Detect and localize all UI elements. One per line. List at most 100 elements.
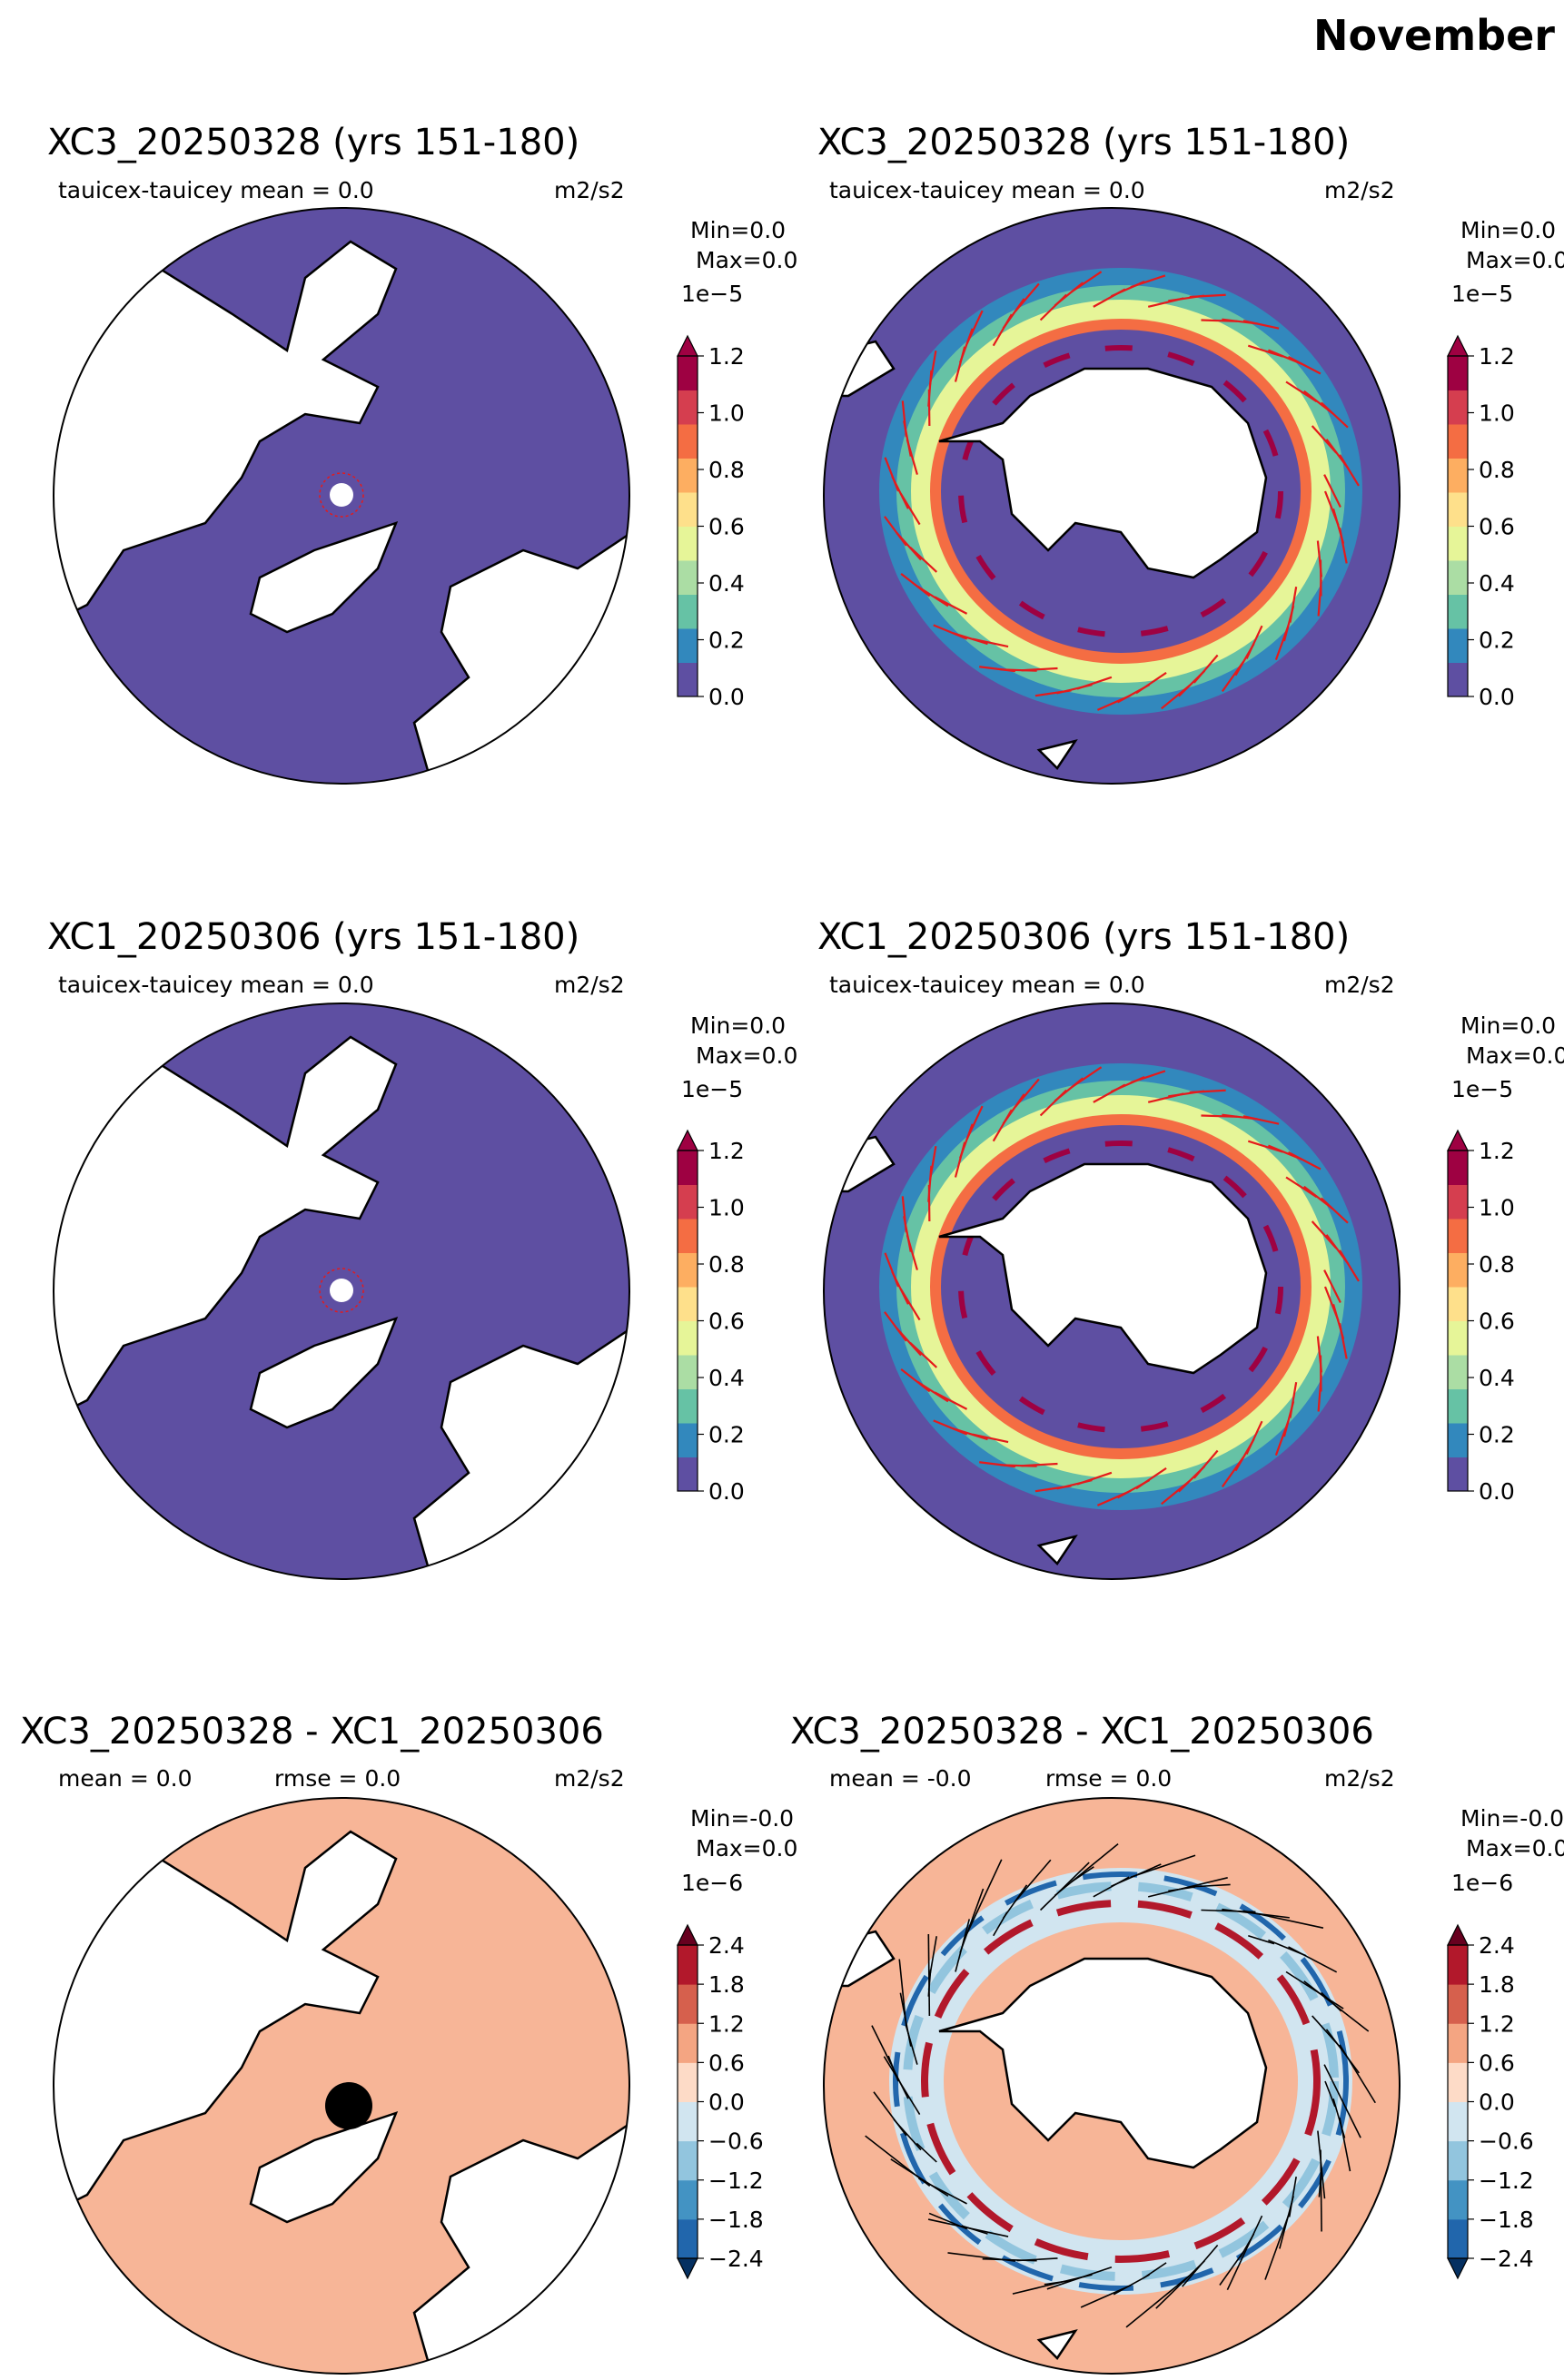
- colorbar-segment: [678, 1388, 698, 1424]
- panel-1: XC3_20250328 (yrs 151-180) tauicex-tauice…: [47, 122, 797, 785]
- panel-title: XC1_20250306 (yrs 151-180): [47, 916, 579, 958]
- colorbar-tick-label: 0.6: [1479, 1309, 1515, 1335]
- stress-vector: [1226, 2215, 1263, 2291]
- stress-vector: [1071, 1866, 1094, 1883]
- colorbar-segment: [1448, 1355, 1468, 1389]
- stress-vector: [1323, 474, 1341, 508]
- colorbar-tick-label: 2.4: [1479, 1932, 1515, 1959]
- colorbar-scale: 1e−5: [681, 281, 743, 307]
- colorbar-segment: [678, 1287, 698, 1321]
- stress-vector: [900, 1368, 931, 1393]
- stress-vector: [1242, 320, 1280, 330]
- map-area: [54, 1798, 629, 2374]
- colorbar-segment: [678, 2023, 698, 2063]
- stress-vector: [928, 1936, 937, 1977]
- stress-vector: [1339, 454, 1360, 487]
- stress-vector: [1318, 2169, 1322, 2197]
- diff-band: [921, 1900, 1321, 2263]
- colorbar-extend-min: [677, 2257, 698, 2280]
- colorbar-tick-label: −0.6: [708, 2128, 764, 2155]
- colorbar-tick-label: 0.4: [1479, 1365, 1515, 1391]
- stress-vector: [927, 1933, 931, 2016]
- panel-subtitle: tauicex-tauicey mean = 0.0: [58, 177, 374, 203]
- colorbar-tick-label: 1.2: [1479, 1138, 1515, 1164]
- stress-vector: [1323, 1269, 1341, 1303]
- stress-vector: [1323, 2064, 1361, 2138]
- colorbar-segment: [678, 628, 698, 663]
- stress-vector: [1320, 1197, 1349, 1224]
- stress-vector: [1034, 689, 1072, 697]
- stress-vector: [1274, 625, 1290, 661]
- pole-hole: [330, 1279, 353, 1302]
- stress-vector: [965, 1105, 984, 1140]
- stress-vector: [884, 457, 900, 492]
- stress-vector: [1130, 274, 1166, 289]
- colorbar-tick-label: 1.0: [708, 1195, 745, 1221]
- antarctica-land: [938, 1957, 1268, 2169]
- max-label: Max=0.0: [696, 247, 797, 273]
- north-america-land: [54, 240, 398, 626]
- panel-subtitle: tauicex-tauicey mean = 0.0: [58, 972, 374, 998]
- map-area: [824, 1798, 1400, 2374]
- colorbar-segment: [678, 356, 698, 390]
- stress-vector: [1338, 527, 1348, 564]
- north-america-land: [54, 1035, 398, 1421]
- map-boundary: [53, 1002, 630, 1580]
- colorbar-segment: [1448, 1388, 1468, 1424]
- colorbar-segment: [1448, 390, 1468, 425]
- colorbar-segment: [678, 1984, 698, 2024]
- colorbar-tick-label: 1.2: [1479, 2010, 1515, 2037]
- stress-vector: [1130, 1854, 1196, 1878]
- colorbar-extend-max: [677, 1129, 698, 1151]
- stress-vector: [961, 2225, 988, 2235]
- stress-vector: [916, 2142, 937, 2163]
- colorbar-segment: [1448, 526, 1468, 561]
- min-label: Min=0.0: [690, 1012, 786, 1039]
- colorbar-tick-label: 0.4: [1479, 570, 1515, 597]
- map-boundary: [823, 1797, 1401, 2375]
- colorbar-extend-max: [1447, 334, 1469, 357]
- colorbar-segment: [1448, 1252, 1468, 1288]
- colorbar-segment: [1448, 1457, 1468, 1492]
- colorbar-segment: [1448, 1219, 1468, 1253]
- min-label: Min=0.0: [1460, 1012, 1556, 1039]
- colorbar-segment: [1448, 458, 1468, 493]
- panel-title: XC3_20250328 (yrs 151-180): [47, 122, 579, 163]
- stress-vector: [1161, 1480, 1191, 1506]
- stress-vector: [1274, 1420, 1290, 1457]
- panel-units: m2/s2: [554, 1765, 625, 1792]
- stress-vector: [1002, 1884, 1028, 1920]
- colorbar-segment: [678, 1150, 698, 1185]
- stress-vector: [1161, 685, 1191, 710]
- stress-vector: [884, 516, 907, 547]
- colorbar-segment: [678, 2140, 698, 2181]
- colorbar-segment: [1448, 560, 1468, 595]
- colorbar-segment: [678, 2179, 698, 2220]
- panel-units: m2/s2: [554, 972, 625, 998]
- colorbar-segment: [678, 560, 698, 595]
- colorbar-segment: [678, 458, 698, 493]
- stress-vector: [901, 400, 907, 438]
- colorbar-scale: 1e−6: [681, 1870, 743, 1896]
- map-area: [824, 1003, 1400, 1579]
- colorbar-tick-label: 0.0: [708, 684, 745, 710]
- colorbar-segment: [1448, 2179, 1468, 2220]
- max-label: Max=0.0: [696, 1042, 797, 1069]
- stress-vector: [1338, 1322, 1348, 1359]
- panel-3: XC1_20250306 (yrs 151-180) tauicex-tauice…: [47, 916, 797, 1580]
- stress-vector: [1148, 1877, 1228, 1898]
- map-area: [824, 208, 1400, 784]
- colorbar-segment: [1448, 356, 1468, 390]
- colorbar-tick-label: 0.8: [708, 457, 745, 483]
- stress-vector: [1125, 2275, 1191, 2328]
- colorbar-tick-label: 0.2: [1479, 1422, 1515, 1448]
- colorbar-segment: [1448, 1320, 1468, 1356]
- stress-vector: [884, 1252, 900, 1288]
- stress-vector: [871, 2025, 909, 2099]
- stress-vector: [1320, 401, 1349, 429]
- antarctica-land: [938, 367, 1268, 579]
- panel-subtitle: tauicex-tauicey mean = 0.0: [829, 177, 1145, 203]
- stress-vector: [928, 2212, 967, 2230]
